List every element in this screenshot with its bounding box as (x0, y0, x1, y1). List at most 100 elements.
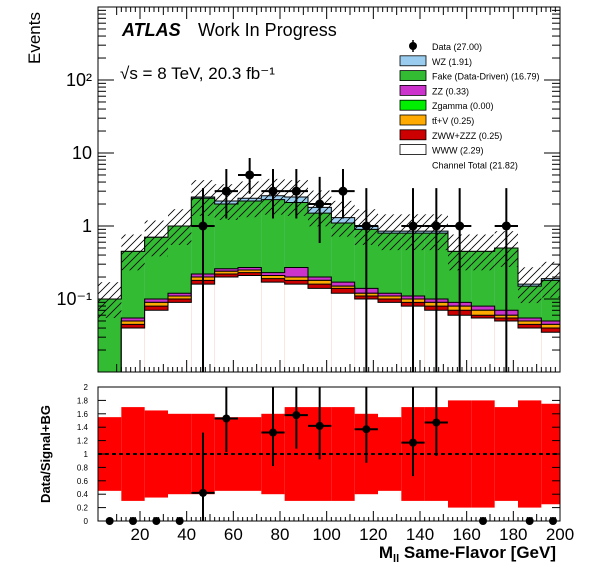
legend-swatch (399, 114, 427, 126)
data-point (198, 221, 208, 231)
stacked-histogram (98, 195, 560, 373)
ratio-band-bin (518, 400, 542, 508)
legend-swatch (399, 99, 427, 111)
ratio-x-tick-label: 180 (499, 525, 527, 544)
ratio-y-tick-label: 0.4 (77, 490, 89, 499)
atlas-label: ATLAS (121, 20, 181, 40)
ratio-plot: 0 0.2 0.4 0.6 0.8 1 1.2 1.4 1.6 1.8 2 20 40 60 80 100 1… (38, 383, 574, 565)
legend-swatch (399, 144, 427, 156)
ratio-x-tick-label: 20 (131, 525, 150, 544)
legend-swatch (399, 70, 427, 81)
hatch-bin (541, 261, 560, 298)
legend: Data (27.00) WZ (1.91) Fake (Data-Driven) … (399, 40, 540, 170)
ratio-y-tick-label: 0.6 (77, 477, 89, 486)
legend-label: ZZ (0.33) (432, 86, 469, 96)
stack-bar (261, 282, 285, 372)
hatch-bin (144, 220, 168, 257)
ratio-y-ticks: 0 0.2 0.4 0.6 0.8 1 1.2 1.4 1.6 1.8 2 (77, 383, 560, 526)
legend-label: Data (27.00) (432, 42, 482, 52)
ratio-x-tick-label: 60 (224, 525, 243, 544)
data-points (191, 158, 518, 372)
ratio-x-tick-label: 160 (452, 525, 480, 544)
ratio-y-axis-label: Data/Signal+BG (38, 405, 53, 503)
data-point (221, 186, 231, 196)
y-tick-label: 10² (66, 70, 92, 90)
ratio-y-tick-label: 2 (84, 383, 89, 392)
ratio-x-tick-label: 120 (359, 525, 387, 544)
ratio-band-bin (238, 417, 262, 491)
ratio-y-tick-label: 1.8 (77, 396, 89, 405)
y-axis-label: Events (25, 12, 44, 64)
ratio-y-tick-label: 0.2 (77, 504, 89, 513)
y-tick-label: 10 (72, 143, 92, 163)
ratio-y-tick-label: 1.2 (77, 437, 89, 446)
ratio-x-tick-label: 80 (271, 525, 290, 544)
stack-bar (471, 317, 495, 372)
x-axis-label-sub: ll (393, 553, 399, 565)
data-point (338, 186, 348, 196)
ratio-point (199, 488, 207, 497)
legend-swatch (399, 129, 427, 141)
ratio-x-tick-label: 100 (312, 525, 340, 544)
ratio-band-bin (98, 417, 122, 491)
stack-bar (284, 284, 308, 372)
stack-bar (144, 310, 168, 372)
ratio-y-tick-label: 0.8 (77, 463, 89, 472)
hatch-bin (471, 234, 495, 271)
stack-bar (518, 328, 542, 372)
hatch-bin (331, 200, 355, 237)
hatch-bin (378, 214, 402, 251)
ratio-band-bin (448, 400, 472, 508)
ratio-point (432, 418, 441, 427)
status-label: Work In Progress (198, 20, 337, 40)
data-point (501, 221, 511, 231)
legend-label: WZ (1.91) (432, 57, 472, 67)
energy-label: √s = 8 TeV, 20.3 fb⁻¹ (120, 64, 275, 83)
x-axis-label-main: M (379, 543, 393, 562)
legend-label: Zgamma (0.00) (432, 101, 494, 111)
ratio-point (292, 411, 301, 420)
legend-label: tt̄+V (0.25) (432, 116, 474, 126)
data-point (315, 199, 325, 209)
ratio-y-tick-label: 1.6 (77, 410, 89, 419)
main-y-ticks: 10⁻¹ 1 10 10² (56, 9, 560, 373)
legend-channel-total: Channel Total (21.82) (432, 160, 518, 170)
ratio-point (222, 414, 231, 423)
stack-bar (541, 332, 560, 372)
ratio-band-bin (378, 417, 402, 491)
y-tick-label: 1 (82, 216, 92, 236)
y-tick-label: 10⁻¹ (56, 289, 92, 309)
ratio-point (315, 421, 324, 430)
hatch-bin (238, 181, 262, 218)
main-plot: 10⁻¹ 1 10 10² Events ATLAS Work In Progress… (25, 6, 561, 373)
ratio-y-tick-label: 0 (84, 517, 89, 526)
ratio-band-bin (168, 413, 192, 495)
x-axis-label-rest: Same-Flavor [GeV] (399, 543, 556, 562)
data-point (408, 221, 418, 231)
legend-label: Fake (Data-Driven) (16.79) (432, 72, 540, 82)
data-point (361, 221, 371, 231)
hatch-bin (98, 282, 122, 318)
stack-bar (331, 293, 355, 372)
ratio-y-tick-label: 1.4 (77, 423, 89, 432)
stack-bar (168, 302, 192, 372)
stack-bar (378, 302, 402, 372)
ratio-point (362, 425, 371, 434)
stack-bar (214, 277, 238, 372)
ratio-point (409, 438, 417, 447)
hatch-bin (168, 209, 192, 245)
data-point (455, 221, 465, 231)
legend-label: ZWW+ZZZ (0.25) (432, 131, 502, 141)
legend-swatch (399, 55, 427, 67)
stack-bar (121, 328, 145, 372)
hatch-bin (518, 267, 542, 304)
hatch-bin (121, 234, 145, 271)
ratio-point (269, 428, 277, 437)
stack-bar (238, 275, 262, 372)
data-point (431, 221, 441, 231)
stack-outline (98, 272, 560, 373)
data-point (268, 186, 278, 196)
data-point (291, 186, 301, 196)
stack-bar (308, 288, 332, 372)
